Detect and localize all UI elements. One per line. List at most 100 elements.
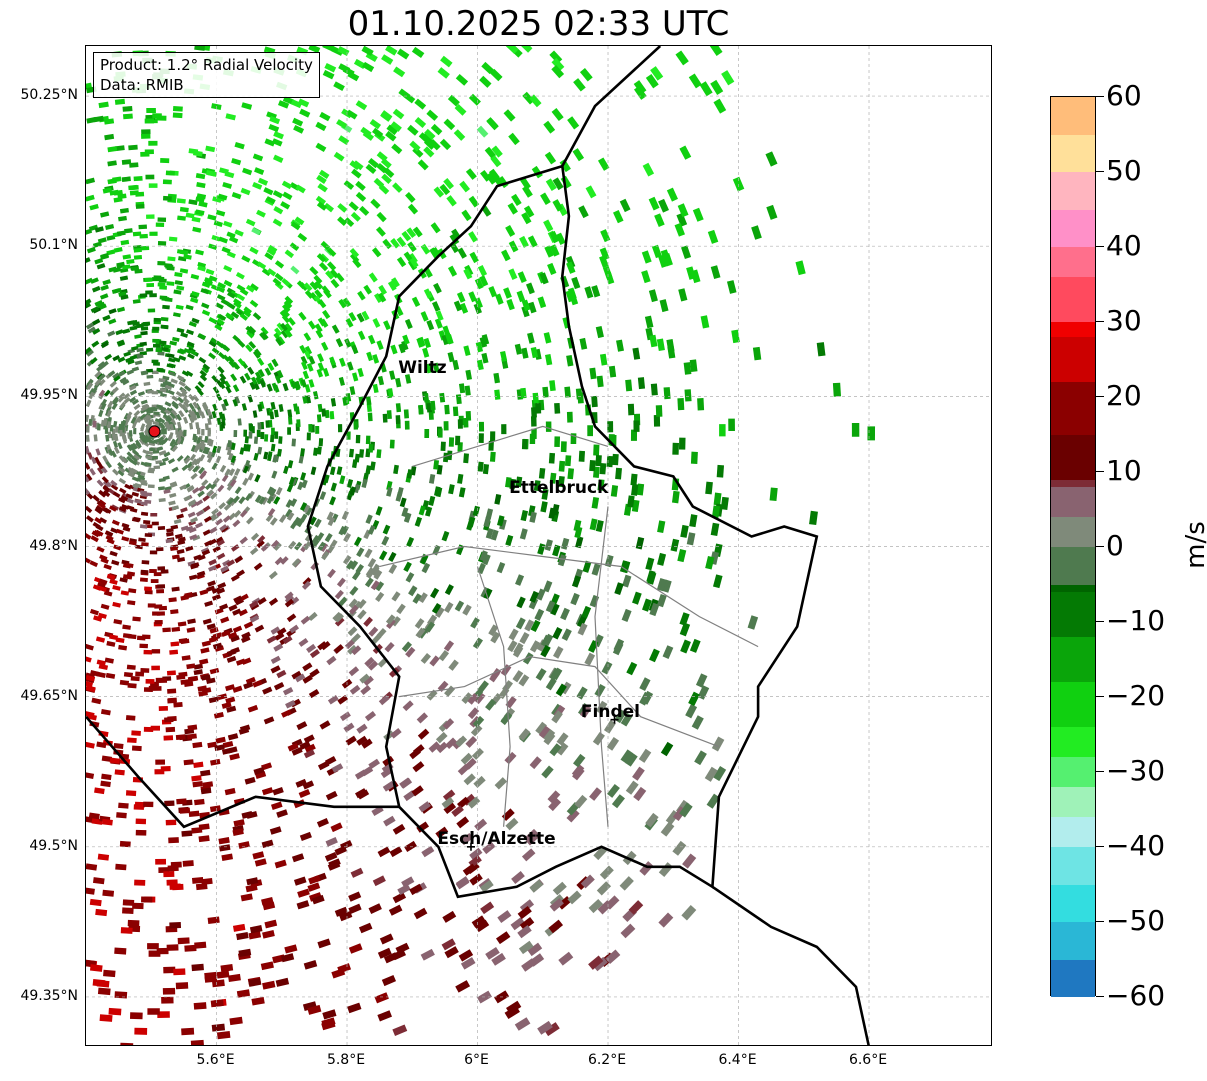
radar-echo-cell bbox=[86, 434, 90, 442]
radar-echo-cell bbox=[139, 413, 147, 420]
radar-echo-cell bbox=[558, 460, 566, 472]
radar-echo-cell bbox=[294, 673, 306, 683]
colorbar-segment bbox=[1051, 592, 1095, 637]
radar-echo-cell bbox=[98, 373, 106, 381]
radar-echo-cell bbox=[552, 199, 564, 212]
radar-echo-cell bbox=[520, 387, 527, 399]
radar-echo-cell bbox=[123, 671, 134, 678]
radar-echo-cell bbox=[160, 392, 167, 398]
radar-echo-cell bbox=[147, 484, 155, 489]
radar-echo-cell bbox=[551, 108, 564, 122]
radar-echo-cell bbox=[381, 54, 394, 65]
radar-echo-cell bbox=[284, 295, 294, 305]
radar-echo-cell bbox=[238, 948, 252, 957]
radar-echo-cell bbox=[129, 354, 138, 361]
radar-echo-cell bbox=[532, 392, 539, 404]
radar-echo-cell bbox=[666, 187, 678, 202]
radar-echo-cell bbox=[106, 234, 116, 241]
radar-echo-cell bbox=[391, 277, 400, 288]
radar-echo-cell bbox=[110, 483, 119, 491]
radar-echo-cell bbox=[660, 821, 675, 837]
radar-echo-cell bbox=[144, 462, 152, 467]
radar-echo-cell bbox=[357, 367, 364, 378]
radar-echo-cell bbox=[106, 538, 115, 545]
radar-echo-cell bbox=[326, 655, 337, 666]
radar-echo-cell bbox=[152, 326, 160, 331]
radar-echo-cell bbox=[256, 429, 261, 438]
radar-echo-cell bbox=[319, 111, 331, 122]
radar-echo-cell bbox=[572, 148, 585, 162]
colorbar-segment bbox=[1051, 434, 1095, 480]
radar-echo-cell bbox=[160, 158, 170, 164]
radar-echo-cell bbox=[274, 327, 283, 337]
radar-echo-cell bbox=[713, 766, 727, 782]
radar-echo-cell bbox=[243, 306, 253, 315]
radar-echo-cell bbox=[207, 916, 220, 924]
radar-echo-cell bbox=[86, 863, 98, 871]
radar-echo-cell bbox=[412, 593, 422, 604]
radar-echo-cell bbox=[109, 505, 117, 512]
radar-echo-cell bbox=[128, 588, 137, 594]
radar-echo-cell bbox=[311, 534, 320, 545]
radar-echo-cell bbox=[166, 281, 175, 286]
radar-echoes-layer bbox=[86, 46, 876, 1045]
radar-echo-cell bbox=[94, 787, 105, 795]
radar-echo-cell bbox=[411, 46, 425, 59]
radar-echo-cell bbox=[115, 528, 124, 535]
radar-echo-cell bbox=[196, 182, 206, 189]
radar-echo-cell bbox=[528, 597, 539, 610]
radar-echo-cell bbox=[386, 410, 392, 420]
colorbar-tick-mark bbox=[1096, 471, 1104, 472]
radar-echo-cell bbox=[594, 683, 606, 698]
radar-echo-cell bbox=[246, 330, 255, 339]
radar-echo-cell bbox=[111, 402, 118, 411]
radar-echo-cell bbox=[388, 904, 403, 916]
radar-echo-cell bbox=[138, 224, 148, 230]
radar-echo-cell bbox=[135, 544, 143, 550]
radar-echo-cell bbox=[102, 490, 111, 498]
radar-echo-cell bbox=[557, 475, 565, 488]
radar-echo-cell bbox=[227, 497, 235, 506]
radar-echo-cell bbox=[169, 921, 182, 929]
radar-echo-cell bbox=[104, 657, 114, 664]
radar-echo-cell bbox=[151, 649, 161, 654]
colorbar-segment bbox=[1051, 884, 1095, 922]
radar-echo-cell bbox=[253, 562, 263, 571]
radar-echo-cell bbox=[284, 594, 295, 604]
radar-echo-cell bbox=[132, 299, 141, 304]
radar-echo-cell bbox=[401, 641, 412, 653]
radar-echo-cell bbox=[303, 960, 318, 970]
radar-echo-cell bbox=[137, 391, 146, 397]
radar-echo-cell bbox=[130, 467, 138, 474]
radar-echo-cell bbox=[377, 375, 385, 386]
radar-echo-cell bbox=[138, 537, 146, 543]
radar-echo-cell bbox=[147, 308, 156, 313]
radar-echo-cell bbox=[227, 733, 239, 741]
radar-echo-cell bbox=[443, 640, 455, 652]
radar-echo-cell bbox=[358, 449, 365, 458]
radar-echo-cell bbox=[221, 853, 233, 861]
radar-echo-cell bbox=[423, 393, 430, 403]
radar-echo-cell bbox=[490, 431, 496, 442]
radar-echo-cell bbox=[530, 619, 541, 633]
radar-echo-cell bbox=[488, 624, 499, 637]
radar-echo-cell bbox=[92, 978, 106, 987]
radar-echo-cell bbox=[337, 46, 350, 56]
radar-echo-cell bbox=[112, 267, 122, 273]
radar-echo-cell bbox=[109, 578, 118, 585]
colorbar-tick-mark bbox=[1096, 171, 1104, 172]
radar-echo-cell bbox=[337, 424, 343, 433]
radar-echo-cell bbox=[519, 528, 528, 540]
radar-echo-cell bbox=[409, 748, 421, 760]
radar-echo-cell bbox=[613, 210, 624, 224]
radar-echo-cell bbox=[301, 479, 308, 489]
radar-echo-cell bbox=[426, 109, 439, 121]
radar-echo-cell bbox=[217, 693, 228, 701]
radar-echo-cell bbox=[690, 451, 698, 464]
radar-echo-cell bbox=[641, 690, 654, 705]
radar-echo-cell bbox=[411, 296, 421, 307]
radar-echo-cell bbox=[285, 508, 293, 518]
radar-echo-cell bbox=[316, 201, 328, 211]
radar-echo-cell bbox=[460, 833, 474, 846]
radar-echo-cell bbox=[251, 996, 265, 1006]
